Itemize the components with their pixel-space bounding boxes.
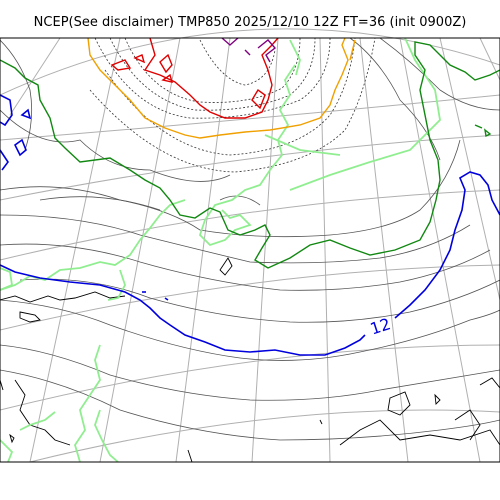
purple-isotherms (221, 37, 277, 63)
blue-isotherms (0, 94, 500, 356)
map-title: NCEP(See disclaimer) TMP850 2025/12/10 1… (33, 15, 467, 30)
graticule (0, 28, 500, 463)
red-isotherms (110, 37, 279, 119)
lightgreen-isotherms (0, 37, 441, 463)
dashed-isotherms (89, 37, 376, 173)
coastlines (0, 257, 500, 463)
map-frame (0, 37, 500, 463)
green-isotherms (0, 41, 500, 269)
gray-isotherms (0, 37, 500, 441)
orange-isotherms (87, 37, 356, 139)
